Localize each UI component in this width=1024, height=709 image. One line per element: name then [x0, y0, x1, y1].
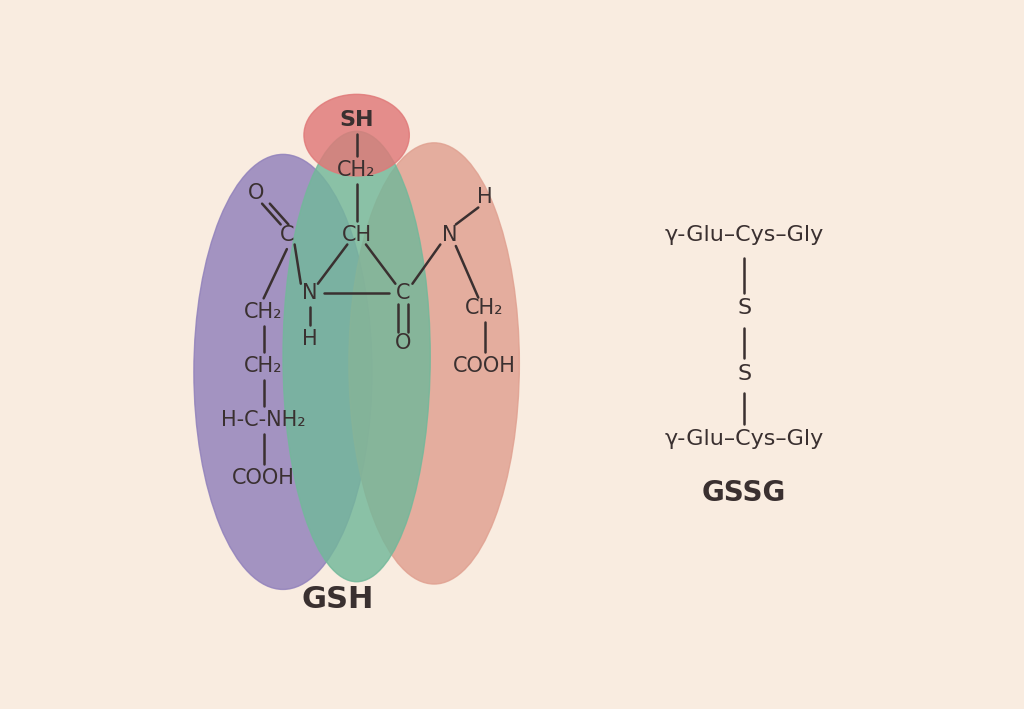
- Ellipse shape: [349, 143, 519, 584]
- Text: H: H: [477, 186, 493, 207]
- Text: C: C: [280, 225, 294, 245]
- Text: H-C-NH₂: H-C-NH₂: [221, 410, 306, 430]
- Text: S: S: [737, 298, 752, 318]
- Ellipse shape: [304, 94, 410, 176]
- Ellipse shape: [194, 155, 372, 589]
- Text: C: C: [396, 283, 411, 303]
- Text: GSH: GSH: [301, 585, 374, 614]
- Text: COOH: COOH: [453, 356, 516, 376]
- Text: N: N: [302, 283, 317, 303]
- Text: N: N: [442, 225, 458, 245]
- Text: γ-Glu–Cys–Gly: γ-Glu–Cys–Gly: [665, 429, 823, 450]
- Text: S: S: [737, 364, 752, 384]
- Text: CH₂: CH₂: [245, 356, 283, 376]
- Ellipse shape: [283, 131, 430, 581]
- Text: O: O: [248, 183, 264, 203]
- Text: γ-Glu–Cys–Gly: γ-Glu–Cys–Gly: [665, 225, 823, 245]
- Text: H: H: [302, 329, 317, 349]
- Text: GSSG: GSSG: [702, 479, 786, 507]
- Text: SH: SH: [339, 110, 374, 130]
- Text: O: O: [395, 333, 412, 353]
- Text: CH₂: CH₂: [245, 302, 283, 322]
- Text: CH₂: CH₂: [465, 298, 504, 318]
- Text: CH: CH: [342, 225, 372, 245]
- Text: COOH: COOH: [232, 468, 295, 488]
- Text: CH₂: CH₂: [337, 160, 376, 180]
